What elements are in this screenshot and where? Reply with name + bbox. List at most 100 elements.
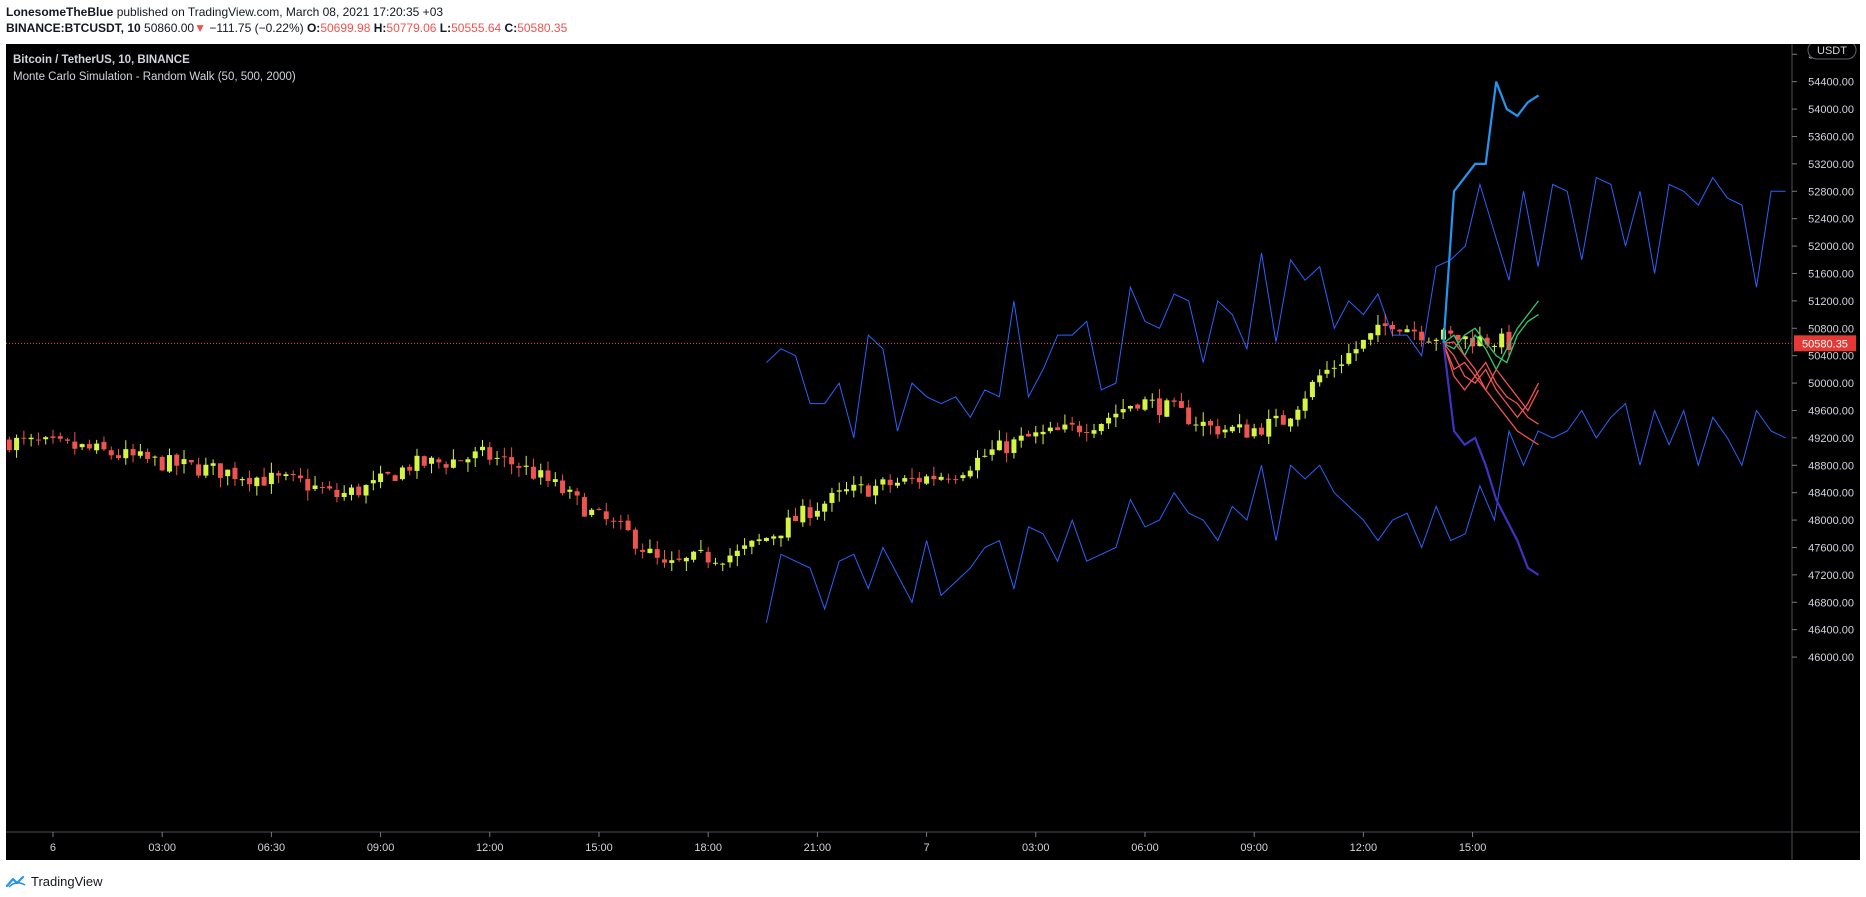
chart-area[interactable]: Bitcoin / TetherUS, 10, BINANCE Monte Ca…	[6, 44, 1860, 860]
tradingview-footer[interactable]: TradingView	[6, 871, 103, 891]
candle-body	[196, 464, 202, 476]
indicator-title[interactable]: Monte Carlo Simulation - Random Walk (50…	[13, 71, 296, 83]
candle-body	[86, 444, 92, 449]
lower-band-line	[765, 402, 1786, 623]
open-value: 50699.98	[320, 21, 371, 35]
time-tick-label: 06:30	[258, 842, 286, 854]
candle-body	[65, 439, 71, 441]
candle-body	[560, 480, 566, 494]
candle-body	[108, 450, 114, 456]
candle-body	[1011, 439, 1017, 453]
candle-body	[1237, 424, 1243, 428]
candle-body	[1004, 441, 1010, 454]
price-change: −111.75 (−0.22%)	[209, 21, 304, 35]
price-tick-label: 49600.00	[1808, 405, 1854, 417]
candle-body	[720, 563, 726, 565]
symbol-label: BINANCE:BTCUSDT, 10	[6, 21, 141, 35]
currency-badge[interactable]: USDT	[1807, 44, 1857, 60]
candle-body	[1426, 341, 1432, 343]
candle-body	[188, 460, 194, 463]
time-tick-label: 06:00	[1131, 842, 1159, 854]
candle-body	[1499, 333, 1505, 348]
candle-body	[785, 517, 791, 538]
close-label: C:	[504, 21, 518, 35]
candle-body	[662, 559, 667, 563]
simulation-layer	[1442, 81, 1540, 576]
candle-body	[1353, 349, 1359, 354]
candle-body	[1157, 398, 1163, 416]
candle-body	[480, 446, 485, 451]
candle-body	[538, 470, 544, 478]
candle-body	[763, 537, 769, 541]
simulation-path	[1443, 341, 1539, 446]
close-value: 50580.35	[517, 21, 568, 35]
candle-body	[916, 477, 922, 483]
current-price-badge	[1794, 335, 1856, 352]
candle-body	[1419, 331, 1425, 341]
candle-body	[305, 478, 311, 491]
candle-body	[1258, 427, 1264, 435]
candle-body	[334, 489, 340, 498]
down-arrow-icon: ▼	[194, 21, 206, 35]
candle-body	[94, 443, 100, 451]
time-tick-label: 15:00	[585, 842, 613, 854]
candle-body	[1368, 333, 1374, 340]
candle-body	[967, 470, 973, 477]
candle-body	[1455, 334, 1461, 340]
candle-body	[530, 466, 536, 479]
candle-body	[1302, 398, 1308, 411]
candle-body	[924, 476, 930, 484]
candle-body	[756, 539, 762, 541]
candle-body	[873, 485, 879, 496]
candle-body	[880, 479, 886, 485]
candle-body	[116, 455, 121, 458]
candle-body	[953, 479, 959, 481]
price-tick-label: 48800.00	[1808, 460, 1854, 472]
simulation-path	[1442, 343, 1539, 425]
candle-body	[858, 484, 864, 486]
price-tick-label: 49200.00	[1808, 433, 1854, 445]
time-axis[interactable]: 6 03:00 06:30 09:00 12:00 15:00 18:00 21:00 7 03:…	[50, 832, 1486, 854]
candle-body	[159, 456, 165, 471]
candle-body	[429, 457, 435, 464]
candle-body	[1404, 329, 1410, 333]
candle-body	[399, 467, 405, 480]
candle-body	[778, 535, 784, 539]
candle-body	[1251, 428, 1257, 437]
candle-body	[436, 459, 442, 463]
candle-body	[1186, 407, 1192, 425]
candle-body	[632, 529, 638, 549]
candle-body	[829, 492, 835, 503]
candle-body	[57, 436, 63, 439]
candle-body	[1288, 418, 1294, 427]
candle-body	[254, 477, 260, 487]
candle-body	[516, 466, 522, 468]
candle-body	[239, 479, 245, 481]
author-name[interactable]: LonesomeTheBlue	[6, 5, 114, 19]
price-tick-label: 53200.00	[1808, 159, 1854, 171]
candle-body	[319, 487, 325, 489]
candle-body	[669, 560, 675, 563]
candle-body	[683, 557, 689, 562]
candle-body	[1178, 401, 1184, 408]
ohlc-info: BINANCE:BTCUSDT, 10 50860.00▼ −111.75 (−…	[6, 21, 567, 35]
price-tick-label: 48400.00	[1808, 488, 1854, 500]
candle-body	[712, 562, 718, 564]
candle-body	[640, 549, 646, 552]
candle-body	[793, 515, 799, 522]
candle-body	[836, 490, 842, 492]
candle-body	[975, 457, 981, 471]
candle-body	[618, 520, 624, 522]
candles-layer	[6, 313, 1512, 572]
candle-body	[1215, 426, 1221, 435]
price-tick-label: 46000.00	[1808, 652, 1854, 664]
candle-body	[509, 457, 515, 465]
chart-background	[6, 44, 1860, 860]
price-tick-label: 52400.00	[1808, 214, 1854, 226]
price-tick-label: 50000.00	[1808, 378, 1854, 390]
candle-body	[35, 439, 41, 441]
price-axis[interactable]: 46000.00 46400.00 46800.00 47200.00 47600.00…	[1792, 49, 1856, 664]
candle-body	[1106, 417, 1112, 424]
candle-body	[414, 455, 420, 471]
candle-body	[887, 479, 893, 486]
